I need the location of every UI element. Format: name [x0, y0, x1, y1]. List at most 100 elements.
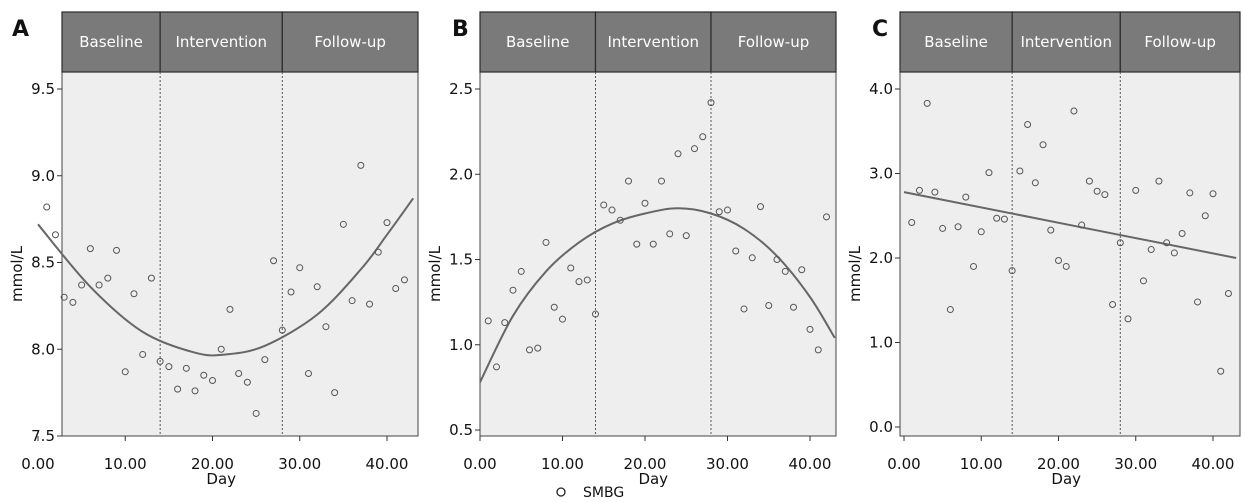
- data-point: [1016, 167, 1024, 175]
- data-point: [1000, 215, 1008, 223]
- x-tick-label: 40.00: [789, 455, 832, 473]
- x-tick-label: 0.00: [887, 455, 920, 473]
- data-point: [559, 315, 566, 323]
- data-point: [1178, 229, 1186, 237]
- data-point: [1116, 239, 1124, 247]
- data-point: [740, 305, 748, 313]
- y-tick-label: 0.0: [869, 418, 893, 436]
- phase-header-2: [710, 11, 837, 73]
- x-tick-label: 40.00: [366, 455, 409, 473]
- phase-header-1: [594, 11, 712, 73]
- data-point: [147, 274, 155, 282]
- data-point: [366, 300, 374, 308]
- y-tick-label: 1.0: [869, 334, 893, 352]
- y-tick-label: 3.0: [869, 165, 893, 183]
- plot-area: [61, 71, 419, 437]
- data-point: [616, 216, 624, 224]
- fit-line: [37, 197, 415, 357]
- data-point: [583, 276, 591, 284]
- y-tick-label: 9.0: [31, 167, 55, 185]
- data-point: [773, 256, 781, 263]
- data-point: [1163, 239, 1171, 247]
- y-tick-label: 1.0: [449, 336, 473, 354]
- data-point: [691, 145, 698, 153]
- y-tick-label: 8.5: [31, 254, 55, 272]
- y-axis-title: mmol/L: [426, 245, 444, 302]
- data-point: [95, 281, 103, 289]
- data-point: [339, 220, 347, 228]
- data-point: [509, 286, 517, 294]
- data-point: [69, 298, 77, 306]
- data-point: [484, 317, 492, 325]
- panel-letter: C: [872, 17, 888, 42]
- data-point: [798, 266, 806, 274]
- data-point: [526, 346, 533, 354]
- data-point: [682, 232, 690, 240]
- x-tick-label: 0.00: [463, 455, 496, 473]
- data-point: [674, 150, 682, 158]
- phase-label: Follow-up: [314, 33, 386, 51]
- data-point: [649, 240, 657, 248]
- data-point: [348, 297, 356, 305]
- data-point: [217, 345, 225, 353]
- panel-c: C Baseline Intervention Follow-up 0.00 10.00 2…: [846, 11, 1241, 488]
- panel-letter: A: [12, 17, 29, 42]
- data-point: [977, 228, 985, 236]
- phase-label: Intervention: [607, 33, 699, 51]
- data-point: [534, 344, 542, 352]
- data-point: [748, 254, 756, 262]
- data-point: [86, 245, 94, 253]
- y-tick-label: 2.0: [869, 249, 893, 267]
- phase-label: Intervention: [175, 33, 267, 51]
- data-point: [278, 326, 286, 334]
- x-tick-label: 10.00: [104, 455, 147, 473]
- data-point: [765, 302, 773, 310]
- data-point: [939, 224, 947, 232]
- data-point: [200, 371, 208, 379]
- x-tick-label: 20.00: [1037, 455, 1080, 473]
- data-point: [781, 267, 789, 275]
- data-point: [1085, 177, 1093, 185]
- data-point: [962, 193, 970, 201]
- data-point: [1062, 262, 1070, 270]
- data-point: [806, 325, 814, 333]
- data-point: [156, 357, 164, 365]
- y-tick-label: 4.0: [869, 80, 893, 98]
- phase-header-1: [1011, 11, 1121, 73]
- data-point: [501, 319, 509, 327]
- y-axis-title: mmol/L: [846, 245, 864, 302]
- y-tick-label: 8.0: [31, 340, 55, 358]
- data-point: [1078, 221, 1086, 229]
- x-axis-title: Day: [206, 470, 236, 488]
- data-point: [235, 370, 243, 378]
- x-axis-title: Day: [638, 470, 668, 488]
- data-point: [191, 387, 199, 395]
- data-point: [592, 310, 599, 318]
- data-point: [715, 208, 723, 216]
- x-tick-label: 10.00: [960, 455, 1003, 473]
- phase-header-2: [281, 11, 419, 73]
- phase-header-0: [899, 11, 1013, 73]
- data-point: [226, 305, 234, 313]
- panel-a: A Baseline Intervention Follow-up 0.00 10.00 2…: [8, 11, 419, 488]
- data-point: [392, 285, 400, 293]
- data-point: [113, 246, 121, 254]
- data-point: [931, 188, 939, 196]
- data-point: [296, 264, 304, 272]
- data-point: [121, 368, 129, 376]
- data-point: [174, 385, 182, 393]
- plot-area: [479, 71, 837, 437]
- data-point: [1055, 257, 1062, 265]
- data-point: [1209, 190, 1217, 198]
- panel-b: B Baseline Intervention Follow-up 0.00 10.00 2…: [426, 11, 837, 488]
- data-point: [970, 262, 978, 270]
- data-point: [60, 293, 68, 301]
- phase-header-0: [61, 11, 161, 73]
- data-point: [1047, 226, 1055, 234]
- data-point: [923, 99, 931, 107]
- x-tick-label: 0.00: [21, 455, 54, 473]
- data-point: [78, 281, 86, 289]
- data-point: [130, 290, 138, 298]
- x-tick-label: 30.00: [706, 455, 749, 473]
